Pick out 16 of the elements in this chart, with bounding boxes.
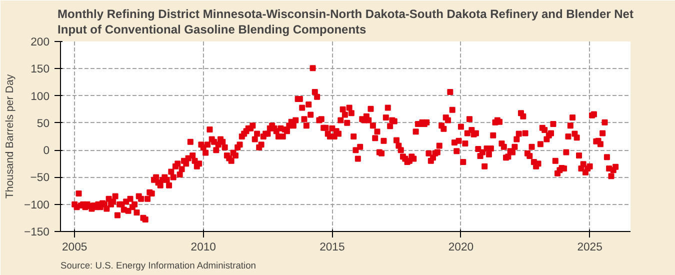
- y-axis-title: Thousand Barrels per Day: [4, 74, 16, 199]
- x-tick-label: 2010: [190, 242, 216, 254]
- y-tick-label: −150: [24, 226, 50, 238]
- x-tick-label: 2020: [448, 242, 474, 254]
- x-tick-label: 2015: [320, 242, 345, 254]
- y-tick-label: −100: [24, 199, 50, 212]
- chart-title: Monthly Refining District Minnesota-Wisconsin-North Dakota-South Dakota Refinery and Blender Net Input of Conventional Gasoline Blending Components: [58, 7, 634, 36]
- source-note: Source: U.S. Energy Information Administration: [60, 260, 256, 270]
- y-tick-label: −50: [30, 172, 50, 184]
- y-tick-label: 0: [43, 145, 50, 158]
- y-tick-label: 200: [30, 36, 50, 48]
- x-tick-label: 2005: [62, 242, 88, 254]
- y-tick-label: 150: [30, 64, 50, 76]
- y-tick-label: 100: [30, 90, 50, 103]
- x-tick-label: 2025: [577, 242, 602, 254]
- y-tick-label: 50: [36, 118, 50, 130]
